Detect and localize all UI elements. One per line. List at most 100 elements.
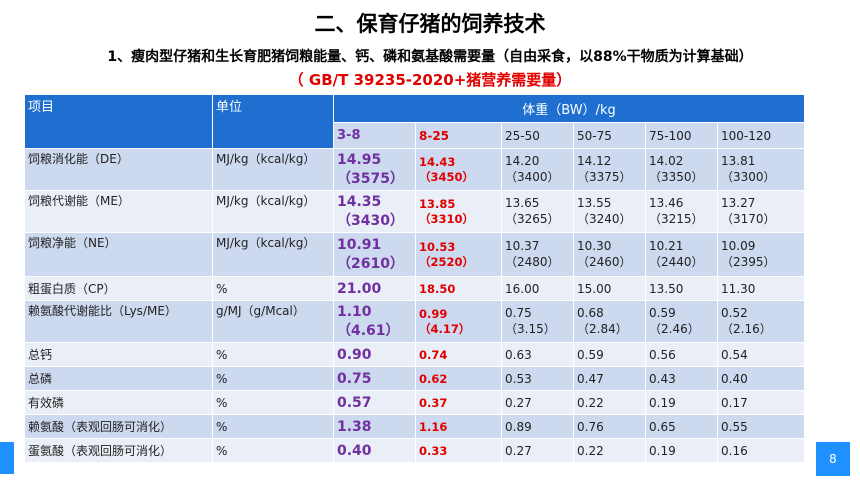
value-main: 0.43 xyxy=(649,371,676,386)
value-cell: 0.43 xyxy=(645,366,718,391)
standard-reference: （ GB/T 39235-2020+猪营养需要量） xyxy=(288,71,572,89)
row-unit: % xyxy=(212,366,334,391)
value-cell: 21.00 xyxy=(333,276,416,301)
value-cell: 14.02 （3350） xyxy=(645,148,718,191)
table-row: 赖氨酸代谢能比（Lys/ME） g/MJ（g/Mcal） 1.10 （4.61） 0.9… xyxy=(24,300,805,343)
value-cell: 0.89 xyxy=(501,414,574,439)
row-unit: % xyxy=(212,390,334,415)
bw-range: 3-8 xyxy=(333,122,416,149)
value-cell: 10.09 （2395） xyxy=(717,232,805,277)
value-main: 0.90 xyxy=(337,346,372,363)
value-main: 14.20 xyxy=(505,154,540,168)
value-secondary: （2610） xyxy=(337,255,404,272)
value-cell: 13.27 （3170） xyxy=(717,190,805,233)
value-cell: 0.40 xyxy=(717,366,805,391)
value-cell: 0.19 xyxy=(645,438,718,463)
value-cell: 1.10 （4.61） xyxy=(333,300,416,343)
value-main: 0.16 xyxy=(721,443,748,458)
value-cell: 0.75 （3.15） xyxy=(501,300,574,343)
value-main: 0.47 xyxy=(577,371,604,386)
table-row: 饲粮净能（NE） MJ/kg（kcal/kg） 10.91 （2610） 10.53 （2… xyxy=(24,232,805,277)
value-secondary: （2.84） xyxy=(577,322,628,336)
value-secondary: （3170） xyxy=(721,212,776,226)
value-main: 0.19 xyxy=(649,443,676,458)
value-cell: 0.17 xyxy=(717,390,805,415)
value-main: 0.19 xyxy=(649,395,676,410)
value-cell: 0.37 xyxy=(415,390,502,415)
value-main: 13.50 xyxy=(649,281,684,296)
bw-range: 50-75 xyxy=(573,122,646,149)
row-item-label: 粗蛋白质（CP） xyxy=(24,276,213,301)
value-main: 13.55 xyxy=(577,196,612,210)
value-cell: 0.53 xyxy=(501,366,574,391)
table-row: 蛋氨酸（表观回肠可消化）% 0.40 0.33 0.27 0.22 0.19 0.16 xyxy=(24,438,805,463)
value-main: 21.00 xyxy=(337,280,382,297)
value-cell: 13.65 （3265） xyxy=(501,190,574,233)
value-secondary: （3350） xyxy=(649,170,704,184)
value-main: 0.62 xyxy=(419,371,448,386)
bw-range: 8-25 xyxy=(415,122,502,149)
value-cell: 0.65 xyxy=(645,414,718,439)
value-main: 11.30 xyxy=(721,281,756,296)
value-main: 14.12 xyxy=(577,154,612,168)
value-cell: 13.50 xyxy=(645,276,718,301)
value-secondary: （3240） xyxy=(577,212,632,226)
value-secondary: （2460） xyxy=(577,255,632,269)
value-main: 0.33 xyxy=(419,443,448,458)
value-cell: 0.40 xyxy=(333,438,416,463)
value-secondary: （3215） xyxy=(649,212,704,226)
value-main: 14.95 xyxy=(337,151,382,168)
value-main: 10.30 xyxy=(577,239,612,253)
value-main: 13.27 xyxy=(721,196,756,210)
value-cell: 0.99 （4.17） xyxy=(415,300,502,343)
value-secondary: （3310） xyxy=(419,211,475,226)
value-main: 0.40 xyxy=(337,442,372,459)
value-cell: 1.38 xyxy=(333,414,416,439)
value-cell: 10.53 （2520） xyxy=(415,232,502,277)
header-item: 项目 xyxy=(24,94,213,149)
value-cell: 10.21 （2440） xyxy=(645,232,718,277)
value-cell: 14.43 （3450） xyxy=(415,148,502,191)
value-main: 13.81 xyxy=(721,154,756,168)
value-main: 13.46 xyxy=(649,196,684,210)
value-main: 0.55 xyxy=(721,419,748,434)
row-item-label: 总钙 xyxy=(24,342,213,367)
value-main: 10.91 xyxy=(337,236,382,253)
value-cell: 0.75 xyxy=(333,366,416,391)
row-item-label: 蛋氨酸（表观回肠可消化） xyxy=(24,438,213,463)
value-main: 0.59 xyxy=(577,347,604,362)
value-main: 0.57 xyxy=(337,394,372,411)
row-item-label: 饲粮净能（NE） xyxy=(24,232,213,277)
value-main: 1.10 xyxy=(337,303,372,320)
value-cell: 0.27 xyxy=(501,390,574,415)
row-unit: % xyxy=(212,276,334,301)
value-main: 0.22 xyxy=(577,443,604,458)
value-secondary: （3450） xyxy=(419,169,475,184)
value-main: 0.56 xyxy=(649,347,676,362)
value-cell: 0.16 xyxy=(717,438,805,463)
value-secondary: （3575） xyxy=(337,170,404,187)
value-secondary: （3265） xyxy=(505,212,560,226)
value-main: 0.27 xyxy=(505,395,532,410)
value-cell: 0.52 （2.16） xyxy=(717,300,805,343)
value-cell: 13.55 （3240） xyxy=(573,190,646,233)
row-unit: g/MJ（g/Mcal） xyxy=(212,300,334,343)
value-main: 0.59 xyxy=(649,306,676,320)
header-unit: 单位 xyxy=(212,94,334,149)
row-unit: % xyxy=(212,342,334,367)
value-secondary: （3300） xyxy=(721,170,776,184)
value-cell: 10.37 （2480） xyxy=(501,232,574,277)
value-main: 0.37 xyxy=(419,395,448,410)
value-cell: 0.33 xyxy=(415,438,502,463)
value-main: 13.85 xyxy=(419,196,456,211)
table-row: 有效磷% 0.57 0.37 0.27 0.22 0.19 0.17 xyxy=(24,390,805,415)
row-unit: MJ/kg（kcal/kg） xyxy=(212,190,334,233)
value-main: 0.65 xyxy=(649,419,676,434)
slide-subtitle: 1、瘦肉型仔猪和生长育肥猪饲粮能量、钙、磷和氨基酸需要量（自由采食，以88%干物… xyxy=(107,49,753,65)
value-secondary: （3375） xyxy=(577,170,632,184)
value-main: 14.43 xyxy=(419,154,456,169)
value-main: 10.09 xyxy=(721,239,756,253)
value-cell: 10.91 （2610） xyxy=(333,232,416,277)
value-main: 0.22 xyxy=(577,395,604,410)
value-secondary: （2.46） xyxy=(649,322,700,336)
